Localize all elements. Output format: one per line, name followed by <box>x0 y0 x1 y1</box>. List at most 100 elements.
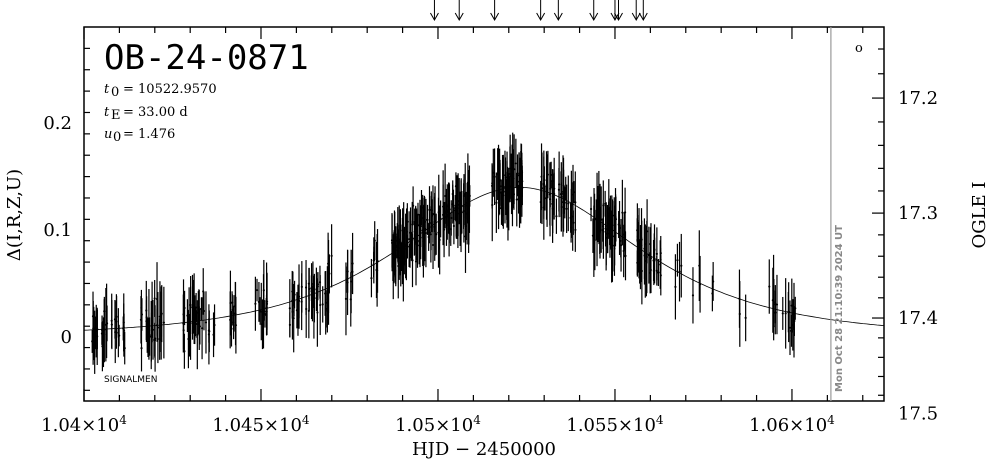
data-point <box>564 187 567 190</box>
data-point <box>288 307 291 310</box>
data-point <box>602 204 605 207</box>
data-point <box>327 292 330 295</box>
data-point <box>781 312 784 315</box>
x-tick-label: 1.045×104 <box>212 413 310 436</box>
data-point <box>162 321 165 324</box>
data-point <box>288 323 292 326</box>
data-point <box>156 326 160 329</box>
data-point <box>234 312 237 315</box>
data-point <box>416 213 420 216</box>
data-point <box>196 333 199 336</box>
data-point <box>712 280 715 283</box>
data-point <box>611 244 614 247</box>
data-point <box>262 289 265 292</box>
data-point <box>515 198 518 201</box>
data-point <box>452 224 455 228</box>
x-tick-label: 1.06×104 <box>749 413 835 436</box>
x-axis: 1.04×104 1.045×104 1.05×104 1.055×104 1.06×1… <box>41 27 864 436</box>
data-point <box>429 221 433 225</box>
data-point <box>265 302 269 305</box>
data-point <box>192 319 195 322</box>
arrow-head <box>589 12 599 22</box>
data-point <box>491 203 494 207</box>
data-point <box>313 297 316 300</box>
data-point <box>300 300 303 303</box>
data-point <box>613 247 616 250</box>
svg-text:0: 0 <box>111 85 119 100</box>
data-point <box>229 301 232 305</box>
data-point <box>548 198 552 201</box>
data-point <box>460 211 463 214</box>
data-point <box>435 233 438 236</box>
param-te: t E = 33.00 d <box>104 105 188 123</box>
y-tick-label: 0.2 <box>43 113 72 134</box>
data-point <box>263 312 267 315</box>
data-point <box>110 319 113 322</box>
footer-label: SIGNALMEN <box>104 375 157 385</box>
data-point <box>257 300 261 304</box>
marker-circle: o <box>855 41 863 56</box>
arrow-head <box>536 12 546 22</box>
data-point <box>311 282 315 286</box>
svg-text:E: E <box>111 108 121 123</box>
data-point <box>324 301 327 304</box>
arrow-head <box>553 12 563 22</box>
data-point <box>674 285 677 288</box>
data-point <box>310 287 313 290</box>
data-point <box>200 327 204 330</box>
y-right-tick-label: 17.3 <box>898 203 938 224</box>
data-point <box>370 277 373 280</box>
data-point <box>408 254 412 257</box>
data-point <box>561 192 565 196</box>
data-point <box>187 337 190 341</box>
data-point <box>574 201 577 204</box>
data-point <box>419 236 422 239</box>
x-tick-label: 1.055×104 <box>566 413 664 436</box>
data-point <box>433 213 436 216</box>
data-point <box>639 255 642 259</box>
data-point <box>207 329 210 332</box>
data-point <box>399 254 402 257</box>
chart-title: OB-24-0871 <box>104 38 309 78</box>
data-point <box>319 303 322 307</box>
data-point <box>444 194 447 198</box>
data-point <box>510 178 514 181</box>
data-point <box>447 215 450 218</box>
model-curve <box>83 186 885 331</box>
y-tick-label: 0 <box>61 327 72 348</box>
x-tick-label: 1.05×104 <box>395 413 481 436</box>
arrow-head <box>454 12 464 22</box>
data-point <box>202 309 206 313</box>
data-point <box>792 319 796 322</box>
plot-frame <box>83 26 885 402</box>
arrow-head <box>490 12 500 22</box>
y-right-tick-label: 17.2 <box>898 88 938 109</box>
data-point <box>589 207 593 211</box>
data-point <box>414 260 418 263</box>
svg-text:t: t <box>104 105 110 120</box>
data-point <box>431 243 435 247</box>
data-point <box>775 303 779 306</box>
data-point <box>495 201 498 204</box>
data-point <box>95 330 98 333</box>
data-point <box>744 316 747 319</box>
data-point <box>645 255 648 259</box>
data-point <box>292 317 295 320</box>
data-point <box>555 215 558 218</box>
data-point <box>569 226 573 229</box>
data-point <box>496 172 499 176</box>
data-point <box>140 347 143 350</box>
data-point <box>652 269 655 272</box>
data-point <box>653 248 656 251</box>
data-point <box>506 205 510 208</box>
data-point <box>195 306 198 309</box>
data-point <box>189 303 192 307</box>
data-point <box>636 235 639 238</box>
data-point <box>351 262 354 265</box>
data-point <box>296 309 300 312</box>
data-point <box>542 206 545 209</box>
data-point <box>768 285 771 288</box>
data-point <box>774 311 777 314</box>
data-point <box>659 252 662 255</box>
data-point <box>418 224 421 227</box>
